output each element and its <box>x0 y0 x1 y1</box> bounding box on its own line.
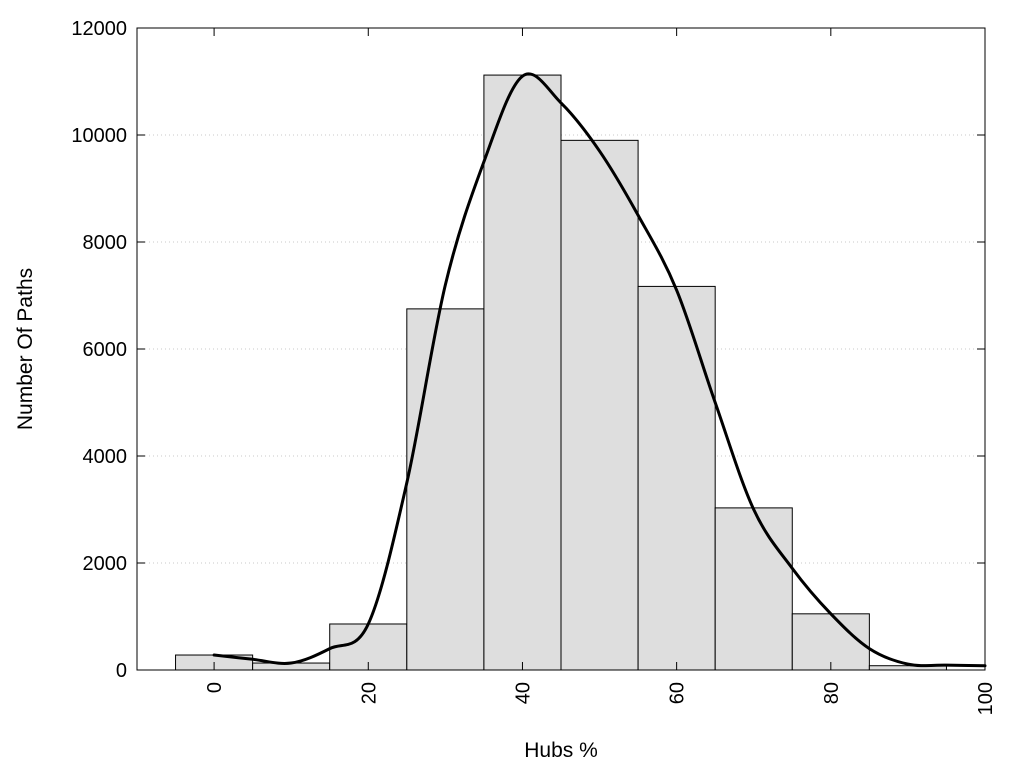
x-tick-label: 100 <box>975 682 997 715</box>
histogram-bar <box>791 613 870 671</box>
y-tick-label: 2000 <box>83 553 128 575</box>
y-tick-label: 6000 <box>83 339 128 361</box>
density-curve <box>212 72 987 668</box>
x-axis-label: Hubs % <box>524 739 598 762</box>
histogram-bar <box>483 74 562 671</box>
histogram-bar <box>406 308 485 671</box>
y-tick-label: 10000 <box>71 125 127 147</box>
y-tick-label: 0 <box>116 660 127 682</box>
histogram-bar <box>637 285 716 671</box>
y-tick-label: 4000 <box>83 446 128 468</box>
bar-layer <box>175 74 947 671</box>
histogram-bar <box>560 139 639 671</box>
x-tick-label: 20 <box>358 682 380 704</box>
x-axis-ticks: 0 20 40 60 80 100 <box>204 28 997 715</box>
curve-layer <box>212 72 987 668</box>
y-axis-ticks: 0 2000 4000 6000 8000 10000 12000 <box>71 18 985 682</box>
x-tick-label: 0 <box>204 682 226 693</box>
x-tick-label: 60 <box>667 682 689 704</box>
histogram-bar <box>714 507 793 671</box>
x-tick-label: 40 <box>512 682 534 704</box>
y-axis-label: Number Of Paths <box>14 268 37 430</box>
y-tick-label: 8000 <box>83 232 128 254</box>
x-tick-label: 80 <box>821 682 843 704</box>
y-tick-label: 12000 <box>71 18 127 40</box>
